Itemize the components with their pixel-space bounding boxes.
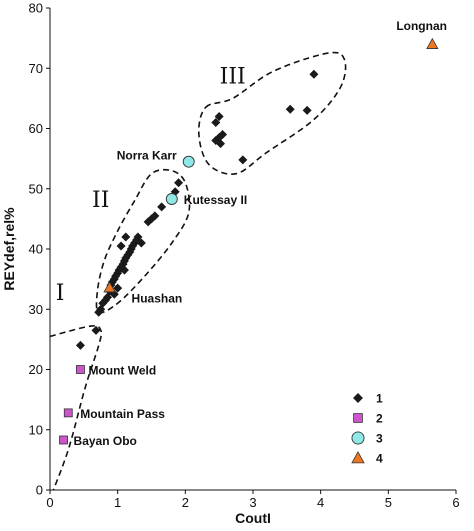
x-tick-label: 1 bbox=[114, 495, 121, 510]
y-axis-title: REYdef,rel% bbox=[1, 207, 17, 291]
data-point-series-1 bbox=[119, 265, 129, 275]
annotation-label: Mountain Pass bbox=[80, 407, 165, 421]
data-point-series-1 bbox=[214, 111, 224, 121]
data-point-series-1 bbox=[75, 340, 85, 350]
data-point-series-1 bbox=[91, 325, 101, 335]
data-point-series-1 bbox=[174, 178, 184, 188]
y-tick-label: 10 bbox=[29, 422, 43, 437]
y-tick-label: 60 bbox=[29, 121, 43, 136]
legend-label: 1 bbox=[376, 392, 383, 406]
annotation-label: Longnan bbox=[396, 19, 447, 33]
region-label-III: III bbox=[220, 64, 246, 89]
y-tick-label: 80 bbox=[29, 1, 43, 16]
data-point-series-1 bbox=[133, 232, 143, 242]
y-tick-label: 70 bbox=[29, 61, 43, 76]
data-point-series-1 bbox=[285, 104, 295, 114]
data-point-series-1 bbox=[136, 238, 146, 248]
region-label-II: II bbox=[92, 188, 109, 213]
y-tick-label: 30 bbox=[29, 302, 43, 317]
data-point-series-1 bbox=[116, 241, 126, 251]
data-point-series-2 bbox=[63, 408, 73, 418]
x-tick-label: 4 bbox=[317, 495, 324, 510]
annotation-label: Mount Weld bbox=[88, 364, 156, 378]
data-point-series-1 bbox=[150, 211, 160, 221]
x-tick-label: 0 bbox=[46, 495, 53, 510]
legend-marker-2 bbox=[353, 413, 363, 423]
legend-label: 3 bbox=[376, 432, 383, 446]
data-point-series-1 bbox=[309, 69, 319, 79]
data-points bbox=[59, 37, 439, 445]
data-point-series-1 bbox=[157, 202, 167, 212]
data-point-series-4 bbox=[426, 37, 439, 49]
data-point-series-1 bbox=[113, 283, 123, 293]
region-label-I: I bbox=[56, 281, 65, 306]
data-point-series-3 bbox=[165, 193, 178, 205]
x-tick-label: 2 bbox=[182, 495, 189, 510]
data-point-series-1 bbox=[211, 117, 221, 127]
annotation-label: Norra Karr bbox=[117, 149, 177, 163]
legend-marker-1 bbox=[353, 393, 363, 403]
y-tick-label: 0 bbox=[36, 483, 43, 498]
legend-marker-4 bbox=[351, 451, 365, 464]
y-tick-label: 40 bbox=[29, 242, 43, 257]
legend-marker-3 bbox=[351, 431, 365, 445]
annotation-label: Huashan bbox=[132, 292, 183, 306]
data-point-series-4 bbox=[103, 281, 116, 293]
data-point-series-1 bbox=[302, 105, 312, 115]
x-tick-label: 6 bbox=[452, 495, 459, 510]
legend-label: 4 bbox=[376, 452, 383, 466]
data-point-series-2 bbox=[59, 435, 68, 445]
region-outline-III bbox=[197, 51, 347, 175]
legend: 1 2 3 4 bbox=[351, 392, 383, 466]
annotation-label: Bayan Obo bbox=[74, 434, 137, 448]
region-outline-I bbox=[49, 325, 103, 491]
legend-label: 2 bbox=[376, 412, 383, 426]
data-point-series-3 bbox=[182, 155, 195, 168]
x-axis-title: CoutI bbox=[235, 510, 271, 526]
annotations: Longnan Norra Karr Kutessay II Huashan Mount… bbox=[74, 19, 447, 448]
x-tick-label: 5 bbox=[385, 495, 392, 510]
y-tick-label: 50 bbox=[29, 181, 43, 196]
data-point-series-1 bbox=[216, 139, 226, 149]
x-tick-label: 3 bbox=[249, 495, 256, 510]
data-point-series-2 bbox=[76, 365, 85, 374]
y-tick-label: 20 bbox=[29, 362, 43, 377]
data-point-series-1 bbox=[238, 155, 248, 165]
data-point-series-1 bbox=[218, 130, 228, 140]
data-point-series-1 bbox=[121, 232, 131, 242]
annotation-label: Kutessay II bbox=[184, 193, 247, 207]
